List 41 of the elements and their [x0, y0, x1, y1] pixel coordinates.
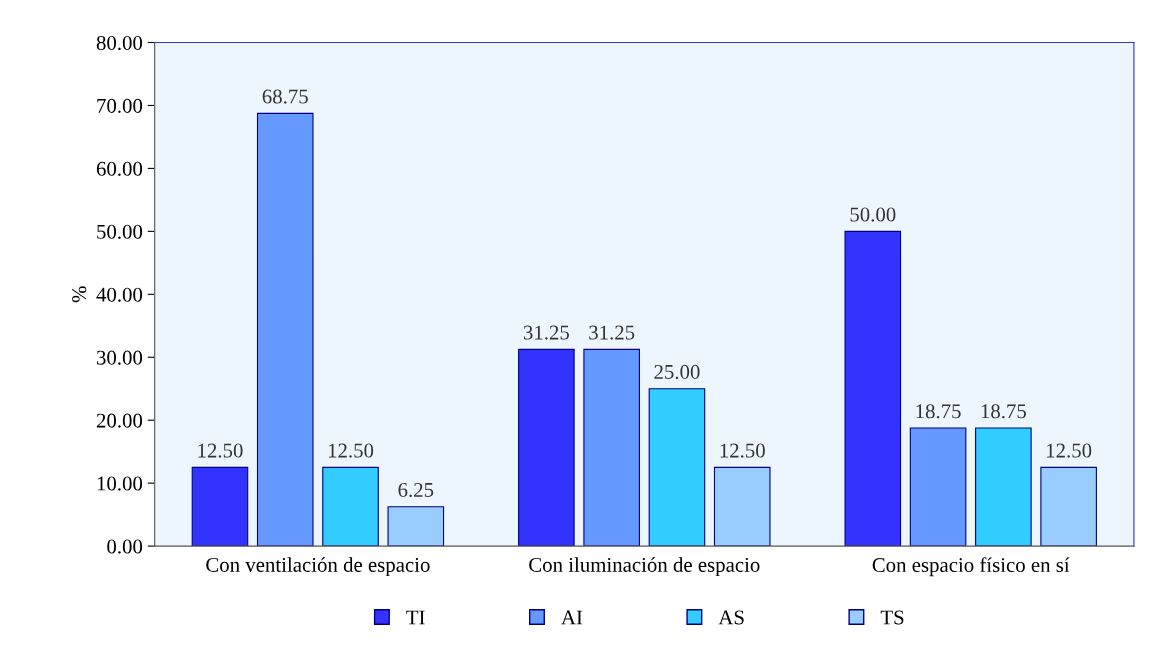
y-tick-label: 20.00	[96, 413, 143, 428]
bar	[387, 506, 445, 547]
bar	[648, 388, 706, 547]
data-label: 12.50	[720, 443, 765, 458]
data-label: 68.75	[262, 89, 308, 104]
y-tick-label: 10.00	[97, 476, 143, 491]
y-axis-title: %	[72, 286, 87, 303]
data-label: 18.75	[981, 404, 1026, 419]
x-tick-label: Con espacio físico en sí	[872, 557, 1070, 577]
bar	[1040, 466, 1097, 547]
data-label: 25.00	[654, 364, 700, 380]
legend-label: TI	[406, 610, 425, 625]
y-tick-label: 0.00	[107, 539, 143, 554]
x-tick-label: Con iluminación de espacio	[529, 557, 760, 577]
data-label: 31.25	[589, 325, 635, 340]
legend-label: AI	[561, 610, 583, 625]
x-tick-label: Con ventilación de espacio	[206, 557, 430, 577]
data-label: 50.00	[850, 207, 896, 222]
bar	[191, 466, 249, 547]
bar	[713, 466, 771, 547]
y-tick-label: 70.00	[97, 98, 143, 113]
bar	[583, 348, 640, 547]
bar	[518, 348, 575, 547]
bar	[909, 427, 967, 547]
bar	[322, 466, 379, 547]
legend-label: TS	[880, 610, 904, 625]
data-label: 12.50	[198, 443, 243, 458]
data-label: 6.25	[398, 482, 434, 498]
bar	[844, 230, 902, 547]
data-label: 31.25	[523, 325, 569, 340]
y-tick-label: 50.00	[97, 224, 143, 239]
legend-label: AS	[718, 610, 744, 625]
y-tick-label: 80.00	[96, 35, 143, 51]
data-label: 18.75	[916, 404, 961, 419]
y-tick-label: 40.00	[96, 287, 143, 302]
bar	[256, 112, 314, 547]
data-label: 12.50	[1047, 443, 1092, 458]
data-label: 12.50	[328, 443, 374, 458]
y-tick-label: 30.00	[96, 350, 143, 365]
y-tick-label: 60.00	[96, 161, 143, 176]
bar	[975, 427, 1032, 547]
